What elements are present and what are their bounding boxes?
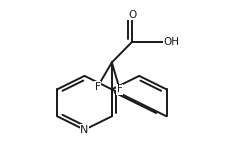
Text: F: F (94, 82, 100, 92)
Text: N: N (80, 125, 88, 135)
Text: F: F (116, 84, 122, 94)
Text: OH: OH (163, 37, 179, 47)
Text: O: O (128, 10, 136, 20)
